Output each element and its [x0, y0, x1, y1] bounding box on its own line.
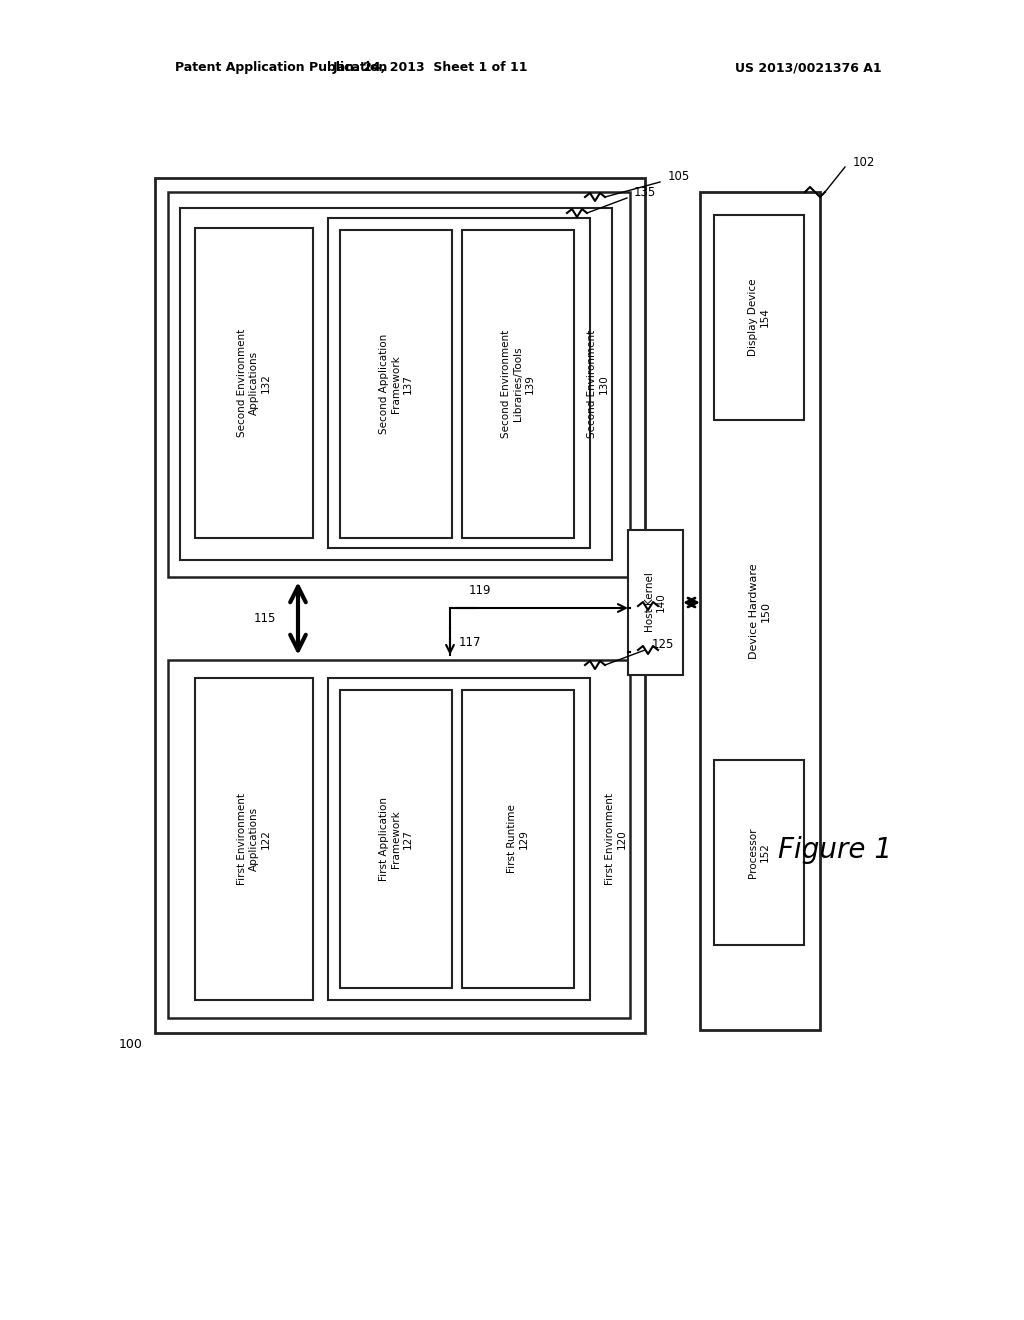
- Text: Patent Application Publication: Patent Application Publication: [175, 62, 387, 74]
- Bar: [340, 230, 452, 539]
- Text: First Runtime
129: First Runtime 129: [507, 805, 528, 874]
- Bar: [462, 690, 574, 987]
- Text: 105: 105: [668, 170, 690, 183]
- Bar: [168, 660, 630, 1018]
- Text: Device Hardware
150: Device Hardware 150: [750, 564, 771, 659]
- Text: First Environment
120: First Environment 120: [605, 793, 627, 884]
- Bar: [328, 678, 590, 1001]
- Text: Jan. 24, 2013  Sheet 1 of 11: Jan. 24, 2013 Sheet 1 of 11: [332, 62, 527, 74]
- Text: First Application
Framework
127: First Application Framework 127: [380, 797, 413, 880]
- Bar: [195, 228, 313, 539]
- Text: US 2013/0021376 A1: US 2013/0021376 A1: [735, 62, 882, 74]
- Bar: [714, 760, 804, 945]
- Text: 119: 119: [469, 583, 492, 597]
- Text: Second Environment
Applications
132: Second Environment Applications 132: [238, 329, 270, 437]
- Text: Figure 1: Figure 1: [778, 836, 892, 865]
- Bar: [195, 678, 313, 1001]
- Text: First Environment
Applications
122: First Environment Applications 122: [238, 793, 270, 884]
- Bar: [340, 690, 452, 987]
- Text: Display Device
154: Display Device 154: [749, 279, 770, 356]
- Bar: [328, 218, 590, 548]
- Text: 125: 125: [652, 639, 675, 652]
- Text: Processor
152: Processor 152: [749, 828, 770, 878]
- Text: 135: 135: [634, 186, 656, 199]
- Text: Second Environment
130: Second Environment 130: [587, 330, 609, 438]
- Text: 102: 102: [853, 156, 876, 169]
- Bar: [180, 209, 612, 560]
- Text: 115: 115: [254, 612, 276, 624]
- Bar: [700, 191, 820, 1030]
- Text: Host Kernel
140: Host Kernel 140: [645, 573, 667, 632]
- Bar: [155, 178, 645, 1034]
- Bar: [168, 191, 630, 577]
- Bar: [714, 215, 804, 420]
- Bar: [462, 230, 574, 539]
- Text: Second Environment
Libraries/Tools
139: Second Environment Libraries/Tools 139: [502, 330, 535, 438]
- Text: 100: 100: [119, 1038, 143, 1051]
- Text: Second Application
Framework
137: Second Application Framework 137: [380, 334, 413, 434]
- Text: 117: 117: [459, 636, 481, 649]
- Bar: [628, 531, 683, 675]
